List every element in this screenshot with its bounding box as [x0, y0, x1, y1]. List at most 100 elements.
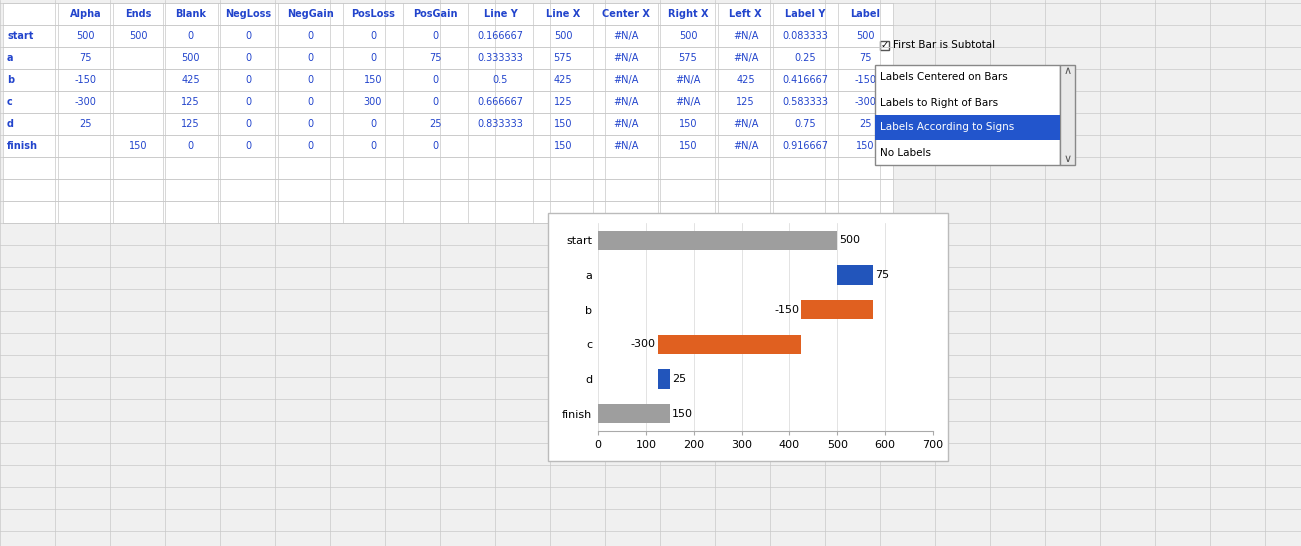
- Bar: [533, 179, 593, 201]
- Bar: [219, 201, 278, 223]
- Bar: [278, 179, 343, 201]
- Bar: [278, 47, 343, 69]
- Bar: [658, 201, 718, 223]
- Text: 25: 25: [429, 119, 442, 129]
- Bar: [838, 47, 892, 69]
- Bar: [278, 113, 343, 135]
- Bar: [533, 3, 593, 25]
- Bar: [468, 47, 533, 69]
- Text: 500: 500: [679, 31, 697, 41]
- Text: -150: -150: [774, 305, 800, 314]
- Bar: [658, 370, 670, 389]
- Text: 125: 125: [181, 119, 200, 129]
- Text: 0: 0: [432, 75, 438, 85]
- Bar: [59, 25, 113, 47]
- Bar: [113, 91, 163, 113]
- Bar: [163, 157, 219, 179]
- Bar: [533, 113, 593, 135]
- Bar: [59, 3, 113, 25]
- Text: #N/A: #N/A: [613, 75, 639, 85]
- Text: Labels Centered on Bars: Labels Centered on Bars: [879, 73, 1008, 82]
- Text: 0: 0: [369, 53, 376, 63]
- Bar: [838, 135, 892, 157]
- Bar: [343, 25, 403, 47]
- Bar: [163, 25, 219, 47]
- Text: 0.333333: 0.333333: [477, 53, 523, 63]
- Text: 575: 575: [554, 53, 572, 63]
- Text: 500: 500: [181, 53, 200, 63]
- Text: Label Y: Label Y: [786, 9, 826, 19]
- Text: 75: 75: [876, 270, 889, 280]
- Bar: [3, 25, 59, 47]
- Bar: [219, 3, 278, 25]
- Bar: [163, 3, 219, 25]
- Bar: [343, 179, 403, 201]
- Text: 125: 125: [736, 97, 755, 107]
- Bar: [773, 157, 838, 179]
- Text: 0.916667: 0.916667: [782, 141, 829, 151]
- Text: 0.083333: 0.083333: [783, 31, 829, 41]
- Text: 0: 0: [307, 119, 314, 129]
- Bar: [403, 179, 468, 201]
- Bar: [593, 91, 658, 113]
- Bar: [113, 113, 163, 135]
- Bar: [343, 157, 403, 179]
- Text: 150: 150: [129, 141, 147, 151]
- Bar: [163, 201, 219, 223]
- Bar: [163, 113, 219, 135]
- Bar: [468, 113, 533, 135]
- Bar: [219, 91, 278, 113]
- Text: 150: 150: [554, 119, 572, 129]
- Bar: [593, 3, 658, 25]
- Bar: [773, 135, 838, 157]
- Text: 0: 0: [307, 141, 314, 151]
- Text: 500: 500: [839, 235, 860, 245]
- Bar: [113, 69, 163, 91]
- Bar: [593, 69, 658, 91]
- Text: -300: -300: [855, 97, 877, 107]
- Text: 150: 150: [671, 408, 692, 419]
- Bar: [113, 25, 163, 47]
- Text: #N/A: #N/A: [613, 141, 639, 151]
- Bar: [718, 91, 773, 113]
- Bar: [773, 91, 838, 113]
- Text: Line Y: Line Y: [484, 9, 518, 19]
- Bar: [468, 179, 533, 201]
- Bar: [773, 47, 838, 69]
- Text: -300: -300: [74, 97, 96, 107]
- Bar: [219, 69, 278, 91]
- Bar: [278, 91, 343, 113]
- Text: 0: 0: [369, 141, 376, 151]
- Text: c: c: [7, 97, 13, 107]
- Bar: [113, 135, 163, 157]
- Bar: [533, 47, 593, 69]
- Text: Ends: Ends: [125, 9, 151, 19]
- Bar: [163, 135, 219, 157]
- Bar: [278, 69, 343, 91]
- Bar: [838, 113, 892, 135]
- Text: 150: 150: [364, 75, 382, 85]
- Bar: [801, 300, 873, 319]
- Text: 0.75: 0.75: [795, 119, 816, 129]
- Text: Line X: Line X: [546, 9, 580, 19]
- Bar: [403, 3, 468, 25]
- Bar: [343, 135, 403, 157]
- Text: start: start: [7, 31, 34, 41]
- Bar: [658, 69, 718, 91]
- Bar: [3, 135, 59, 157]
- Bar: [468, 201, 533, 223]
- Bar: [403, 135, 468, 157]
- Bar: [533, 25, 593, 47]
- Text: 150: 150: [679, 141, 697, 151]
- Text: #N/A: #N/A: [613, 97, 639, 107]
- Bar: [343, 91, 403, 113]
- Text: 0: 0: [432, 97, 438, 107]
- Text: -300: -300: [631, 339, 656, 349]
- Bar: [658, 335, 801, 354]
- Bar: [163, 47, 219, 69]
- Bar: [219, 179, 278, 201]
- Text: PosLoss: PosLoss: [351, 9, 396, 19]
- Text: 25: 25: [79, 119, 92, 129]
- Bar: [838, 265, 873, 284]
- Bar: [593, 25, 658, 47]
